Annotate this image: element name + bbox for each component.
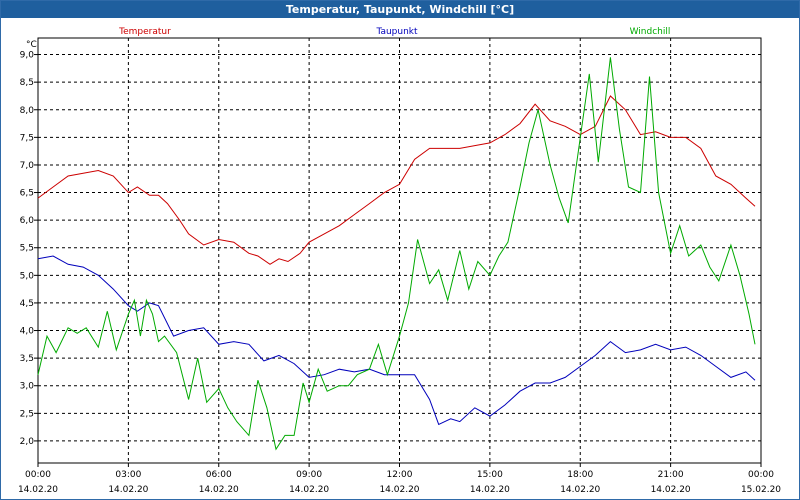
y-tick-label: 3,0 [20,382,35,392]
y-tick-label: 2,5 [20,409,34,419]
legend-windchill: Windchill [630,27,671,37]
y-tick-label: 5,0 [20,271,35,281]
series-line-temperatur [37,95,756,265]
x-tick-date: 14.02.20 [108,485,148,495]
y-tick-label: 3,5 [20,354,34,364]
y-tick-label: 7,0 [20,161,35,171]
x-tick-date: 14.02.20 [560,485,600,495]
x-tick-date: 14.02.20 [289,485,329,495]
x-tick-time: 03:00 [115,470,141,480]
series-layer [37,57,756,451]
legend: Temperatur Taupunkt Windchill [118,27,670,37]
y-tick-label: 5,5 [20,244,34,254]
grid [38,38,761,463]
y-tick-label: 4,0 [20,327,35,337]
y-tick-label: 8,5 [20,78,34,88]
y-tick-label: 7,5 [20,133,34,143]
x-tick-date: 14.02.20 [379,485,419,495]
x-tick-time: 18:00 [567,470,593,480]
x-tick-date: 14.02.20 [651,485,691,495]
x-tick-time: 12:00 [387,470,413,480]
y-tick-label: 8,0 [20,106,35,116]
y-tick-label: 9,0 [20,51,35,61]
x-tick-time: 09:00 [296,470,322,480]
y-tick-label: 6,0 [20,216,35,226]
x-tick-date: 14.02.20 [470,485,510,495]
x-tick-date: 14.02.20 [18,485,58,495]
legend-temperatur: Temperatur [118,27,171,37]
x-tick-time: 15:00 [477,470,503,480]
chart-title: Temperatur, Taupunkt, Windchill [°C] [1,1,799,18]
x-tick-date: 14.02.20 [199,485,239,495]
y-axis-label: °C [26,40,37,50]
series-line-taupunkt [37,255,756,426]
x-tick-date: 15.02.20 [741,485,781,495]
y-tick-label: 4,5 [20,299,34,309]
legend-taupunkt: Taupunkt [375,27,418,37]
y-tick-label: 2,0 [20,437,35,447]
x-tick-time: 21:00 [658,470,684,480]
x-tick-time: 00:00 [748,470,774,480]
axis-labels: 9,0 8,5 8,0 7,5 7,0 6,5 6,0 5,5 5,0 4,5 4,0 3,5 3,0 2… [18,51,781,495]
x-tick-time: 06:00 [206,470,232,480]
y-tick-label: 6,5 [20,189,34,199]
series-line-windchill [37,57,756,451]
x-tick-time: 00:00 [25,470,51,480]
